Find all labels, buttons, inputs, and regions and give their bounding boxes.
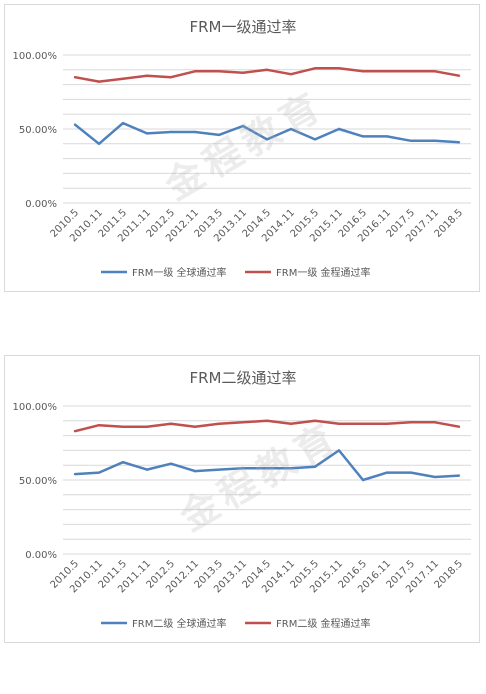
data-point-2 (241, 421, 245, 424)
y-tick-label: 0.00% (25, 199, 57, 210)
data-point-1 (73, 472, 77, 476)
data-point-1 (337, 127, 341, 131)
data-point-1 (169, 462, 173, 465)
data-point-1 (193, 469, 197, 473)
data-point-1 (97, 142, 101, 145)
chart-frm-level1: FRM一级通过率 0.00% 50.00% 100.00% 2010.5 2010.11 2… (4, 4, 480, 292)
y-tick-label: 50.00% (19, 476, 57, 487)
data-point-2 (289, 73, 293, 76)
y-tick-label: 50.00% (19, 125, 57, 136)
data-point-2 (121, 425, 125, 428)
data-point-2 (241, 71, 245, 74)
y-tick-label: 100.00% (13, 402, 58, 413)
data-point-2 (265, 419, 269, 422)
data-point-1 (433, 475, 437, 479)
data-point-1 (97, 471, 101, 474)
data-point-1 (121, 461, 125, 464)
data-point-1 (241, 124, 245, 128)
data-point-2 (385, 70, 389, 73)
chart-title: FRM一级通过率 (190, 18, 297, 36)
data-point-2 (289, 422, 293, 425)
data-point-1 (265, 138, 269, 141)
legend-label: FRM二级 金程通过率 (276, 617, 371, 630)
legend-label: FRM一级 全球通过率 (132, 266, 227, 279)
data-point-1 (73, 123, 77, 126)
data-point-1 (265, 466, 269, 470)
data-point-2 (121, 77, 125, 80)
data-point-2 (193, 425, 197, 428)
data-point-2 (361, 422, 365, 425)
data-point-1 (121, 121, 125, 125)
data-point-1 (385, 471, 389, 474)
series-line-2 (74, 419, 460, 433)
data-point-1 (385, 135, 389, 138)
data-point-2 (361, 70, 365, 73)
data-point-1 (409, 139, 413, 143)
data-point-2 (217, 422, 221, 425)
data-point-1 (217, 133, 221, 137)
chart-frm-level2: FRM二级通过率 0.00% 50.00% 100.00% 2010.5 2010.11 2… (4, 355, 480, 643)
data-point-1 (241, 466, 245, 470)
data-point-2 (145, 425, 149, 428)
data-point-1 (433, 139, 437, 143)
data-point-2 (313, 67, 317, 70)
data-point-2 (457, 74, 461, 77)
data-point-2 (145, 74, 149, 77)
y-tick-label: 0.00% (25, 550, 57, 561)
data-point-2 (73, 429, 77, 433)
data-point-1 (361, 478, 365, 482)
data-point-2 (337, 422, 341, 425)
legend-label: FRM一级 金程通过率 (276, 266, 371, 279)
data-point-2 (217, 70, 221, 73)
y-tick-label: 100.00% (13, 51, 58, 62)
data-point-1 (337, 449, 341, 452)
data-point-1 (313, 138, 317, 141)
data-point-2 (265, 68, 269, 71)
data-point-1 (457, 141, 461, 144)
data-point-1 (145, 468, 149, 471)
data-point-2 (97, 424, 101, 427)
data-point-1 (289, 127, 293, 131)
data-point-1 (193, 130, 197, 134)
data-point-1 (457, 474, 461, 477)
data-point-2 (193, 70, 197, 73)
data-point-2 (457, 425, 461, 428)
data-point-2 (337, 67, 341, 70)
data-point-1 (145, 132, 149, 135)
data-point-2 (97, 80, 101, 83)
data-point-2 (433, 421, 437, 424)
data-point-1 (169, 130, 173, 134)
data-point-2 (409, 70, 413, 73)
data-point-2 (385, 422, 389, 425)
legend-label: FRM二级 全球通过率 (132, 617, 227, 630)
chart-svg: FRM一级通过率0.00%50.00%100.00%2010.52010.112… (13, 18, 471, 279)
data-point-1 (217, 468, 221, 471)
data-point-2 (169, 76, 173, 79)
data-point-1 (409, 471, 413, 474)
data-point-2 (409, 421, 413, 424)
data-point-1 (361, 135, 365, 138)
chart-svg: FRM二级通过率0.00%50.00%100.00%2010.52010.112… (13, 369, 471, 630)
chart-title: FRM二级通过率 (190, 369, 297, 387)
data-point-2 (169, 422, 173, 425)
data-point-2 (313, 419, 317, 422)
data-point-2 (433, 70, 437, 73)
data-point-1 (289, 466, 293, 470)
data-point-1 (313, 465, 317, 468)
data-point-2 (73, 76, 77, 79)
